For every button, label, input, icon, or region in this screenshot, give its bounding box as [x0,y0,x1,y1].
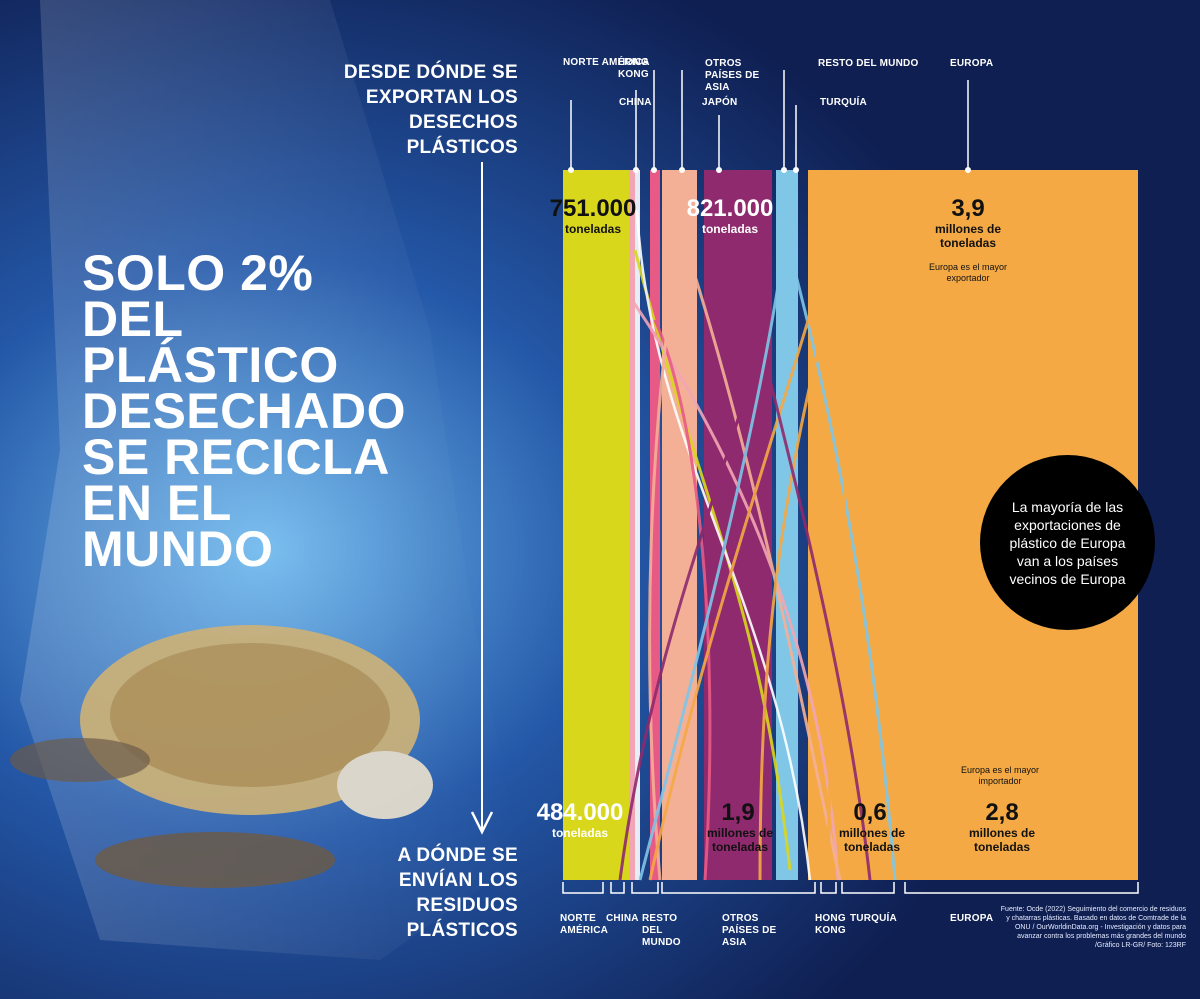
note-import-europa: Europa es el mayor importador [960,765,1040,786]
bar-export-norte-america [563,170,629,880]
bar-export-hong-kong [629,170,635,880]
label-export-europa: EUROPA [950,58,994,69]
label-export-japon: JAPÓN [702,97,738,108]
callout-text: La mayoría de las exportaciones de plást… [1009,498,1126,587]
turtle-illustration [10,625,433,888]
bar-export-resto [650,170,660,880]
label-export-hong-kong: HONG KONG [618,57,649,80]
source-note: Fuente: Ocde (2022) Seguimiento del come… [1000,906,1186,949]
import-label: A DÓNDE SE ENVÍAN LOS RESIDUOS PLÁSTICOS [397,845,518,941]
bar-export-turquia [776,170,798,880]
label-import-europa: EUROPA [950,913,994,924]
unit-export-norte-america: toneladas [564,222,621,236]
value-export-japon: 821.000 [686,195,774,222]
note-export-europa: Europa es el mayor exportador [928,262,1008,283]
label-import-resto: RESTO DEL MUNDO [642,913,681,948]
flow-ribbons [598,209,897,881]
label-import-china: CHINA [606,913,639,924]
label-export-turquia: TURQUÍA [820,97,867,108]
export-label: DESDE DÓNDE SE EXPORTAN LOS DESECHOS PLÁ… [343,62,518,158]
label-import-otros-asia: OTROS PAÍSES DE ASIA [722,913,777,948]
value-import-turquia: 0,6 [853,799,887,826]
label-import-hong-kong: HONG KONG [815,913,846,936]
exporter-dots [568,167,971,173]
unit-export-europa: millones de toneladas [934,222,1002,250]
unit-import-europa: millones de toneladas [968,826,1036,854]
value-export-europa: 3,9 [951,195,985,222]
label-export-otros-asia: OTROS PAÍSES DE ASIA [705,58,760,93]
label-import-turquia: TURQUÍA [850,913,897,924]
value-import-europa: 2,8 [985,799,1019,826]
exporter-ticks [570,70,969,170]
bar-export-china [635,170,640,880]
callout-circle: La mayoría de las exportaciones de plást… [980,455,1155,630]
unit-import-turquia: millones de toneladas [838,826,906,854]
value-import-norte-america: 484.000 [536,799,624,826]
value-import-otros-asia: 1,9 [721,799,755,826]
label-export-norte-america: NORTE AMÉRICA [563,57,650,68]
importer-brackets [562,882,1139,894]
unit-export-japon: toneladas [701,222,758,236]
label-export-china: CHINA [619,97,652,108]
label-import-norte-america: NORTE AMÉRICA [560,913,609,936]
unit-import-otros-asia: millones de toneladas [706,826,774,854]
down-arrow-icon [470,162,494,835]
headline: SOLO 2% DEL PLÁSTICO DESECHADO SE RECICL… [82,245,406,577]
value-export-norte-america: 751.000 [549,195,637,222]
label-export-resto: RESTO DEL MUNDO [818,58,919,69]
unit-import-norte-america: toneladas [551,826,608,840]
